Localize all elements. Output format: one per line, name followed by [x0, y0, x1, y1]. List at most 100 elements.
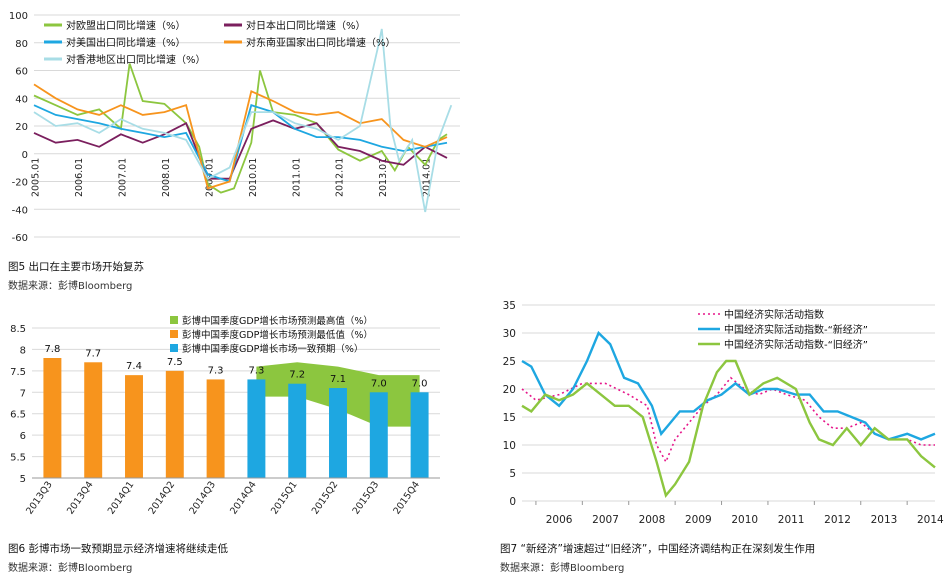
- y-tick-label: 25: [503, 356, 516, 368]
- x-tick-label: 2013Q3: [24, 479, 55, 516]
- y-tick-label: 7: [20, 388, 26, 399]
- fig7-chart: 0 5 10 15 20 25 30 35 2006 2007 2008 2009 2010 2011 20…: [490, 295, 945, 535]
- x-tick-label: 2013.01: [378, 158, 389, 197]
- legend-swatch: [170, 344, 178, 352]
- bar-value-label: 7.5: [167, 357, 183, 368]
- y-tick-label: -40: [12, 205, 28, 216]
- y-tick-label: 10: [503, 440, 516, 452]
- x-tick-label: 2008.01: [161, 158, 172, 197]
- x-tick-label: 2012.01: [335, 158, 346, 197]
- x-tick-label: 2014.01: [422, 158, 433, 197]
- bar-value-label: 7.0: [412, 378, 428, 389]
- series-line-2: [521, 359, 936, 498]
- x-tick-label: 2015Q2: [310, 479, 341, 516]
- series-line-1: [33, 119, 448, 180]
- fig7-svg: 0 5 10 15 20 25 30 35 2006 2007 2008 2009 2010 2011 20…: [503, 300, 944, 526]
- y-tick-label: -20: [12, 178, 28, 189]
- bar: [369, 392, 388, 478]
- bar: [247, 379, 266, 478]
- legend-label: 对美国出口同比增速（%）: [66, 36, 186, 49]
- legend-swatch: [170, 316, 178, 324]
- legend-label: 中国经济实际活动指数-“新经济”: [724, 323, 868, 336]
- legend-label: 彭博中国季度GDP增长市场一致预期（%）: [182, 343, 363, 355]
- legend-label: 中国经济实际活动指数-“旧经济”: [724, 338, 868, 351]
- legend-label: 彭博中国季度GDP增长市场预测最高值（%）: [182, 315, 373, 327]
- x-tick-label: 2015Q1: [269, 479, 300, 516]
- x-tick-label: 2008: [639, 514, 666, 526]
- bar-value-label: 7.0: [371, 378, 387, 389]
- bar: [329, 388, 347, 478]
- x-tick-label: 2012: [824, 514, 851, 526]
- fig6-svg: 5 5.5 6 6.5 7 7.5 8 8.5 7.8 7.7 7.4 7.5 7.3 7.3 7.2 7.1…: [10, 315, 440, 517]
- x-tick-label: 2010: [731, 514, 758, 526]
- y-tick-label: 40: [15, 94, 28, 105]
- y-tick-label: 100: [9, 11, 28, 22]
- x-tick-label: 2010.01: [248, 158, 259, 197]
- x-tick-label: 2009: [685, 514, 712, 526]
- fig7-source: 数据来源：彭博Bloomberg: [500, 563, 625, 574]
- bar: [125, 375, 143, 478]
- x-tick-label: 2011: [778, 514, 805, 526]
- fig7-caption: 图7 “新经济”增速超过“旧经济”，中国经济调结构正在深刻发生作用: [500, 543, 816, 555]
- legend-label: 中国经济实际活动指数: [724, 308, 824, 321]
- y-tick-label: 60: [15, 67, 28, 78]
- y-tick-label: 5: [20, 474, 26, 485]
- series-line-2: [33, 104, 448, 183]
- bar-value-label: 7.3: [208, 365, 224, 376]
- x-tick-label: 2014: [917, 514, 944, 526]
- x-tick-label: 2007: [592, 514, 619, 526]
- fig5-chart: -60 -40 -20 0 20 40 60 80 100 2005.01 2006.01 2007.…: [0, 5, 470, 250]
- fig6-source: 数据来源：彭博Bloomberg: [8, 563, 133, 574]
- y-tick-label: -60: [12, 233, 28, 244]
- y-tick-label: 6.5: [10, 410, 26, 421]
- y-tick-label: 7.5: [10, 367, 26, 378]
- x-tick-label: 2005.01: [30, 158, 41, 197]
- y-tick-label: 8: [20, 345, 26, 356]
- x-tick-label: 2013Q4: [65, 479, 96, 516]
- bar-value-label: 7.3: [248, 365, 264, 376]
- x-tick-label: 2015Q4: [391, 479, 422, 516]
- legend-label: 对日本出口同比增速（%）: [246, 19, 366, 32]
- legend-label: 对欧盟出口同比增速（%）: [66, 19, 186, 32]
- series-line-1: [521, 330, 936, 441]
- y-tick-label: 15: [503, 412, 516, 424]
- y-tick-label: 35: [503, 300, 516, 312]
- y-tick-label: 8.5: [10, 324, 26, 335]
- fig5-svg: -60 -40 -20 0 20 40 60 80 100 2005.01 2006.01 2007.…: [9, 11, 460, 244]
- bar-value-label: 7.8: [44, 344, 60, 355]
- series-line-4: [33, 28, 453, 213]
- x-tick-label: 2006.01: [74, 158, 85, 197]
- fig5-caption: 图5 出口在主要市场开始复苏: [8, 261, 145, 273]
- x-tick-label: 2011.01: [291, 158, 302, 197]
- series-line-0: [33, 63, 448, 194]
- bar: [165, 370, 184, 478]
- legend-label: 对东南亚国家出口同比增速（%）: [246, 36, 396, 49]
- y-tick-label: 30: [503, 328, 516, 340]
- bar: [288, 383, 307, 478]
- bar-value-label: 7.2: [289, 370, 305, 381]
- bar-value-label: 7.1: [330, 374, 346, 385]
- legend-label: 对香港地区出口同比增速（%）: [66, 53, 206, 66]
- series-line-3: [33, 83, 448, 190]
- legend-label: 彭博中国季度GDP增长市场预测最低值（%）: [182, 329, 373, 341]
- x-tick-label: 2013: [871, 514, 898, 526]
- x-tick-label: 2014Q1: [106, 479, 137, 516]
- y-tick-label: 20: [503, 384, 516, 396]
- y-tick-label: 6: [20, 431, 26, 442]
- series-line-0: [521, 376, 935, 464]
- x-tick-label: 2014Q3: [187, 479, 218, 516]
- y-tick-label: 0: [509, 496, 516, 508]
- x-tick-label: 2006: [546, 514, 573, 526]
- bar: [410, 392, 429, 478]
- fig5-source: 数据来源：彭博Bloomberg: [8, 281, 133, 292]
- fig6-caption: 图6 彭博市场一致预期显示经济增速将继续走低: [8, 543, 229, 555]
- y-tick-label: 5: [509, 468, 516, 480]
- y-tick-label: 20: [15, 122, 28, 133]
- legend-swatch: [170, 330, 178, 338]
- bar: [84, 362, 103, 478]
- bar-value-label: 7.7: [85, 348, 101, 359]
- bar: [43, 358, 62, 478]
- x-tick-label: 2014Q2: [147, 479, 178, 516]
- x-tick-label: 2015Q3: [351, 479, 382, 516]
- x-tick-label: 2014Q4: [228, 479, 259, 516]
